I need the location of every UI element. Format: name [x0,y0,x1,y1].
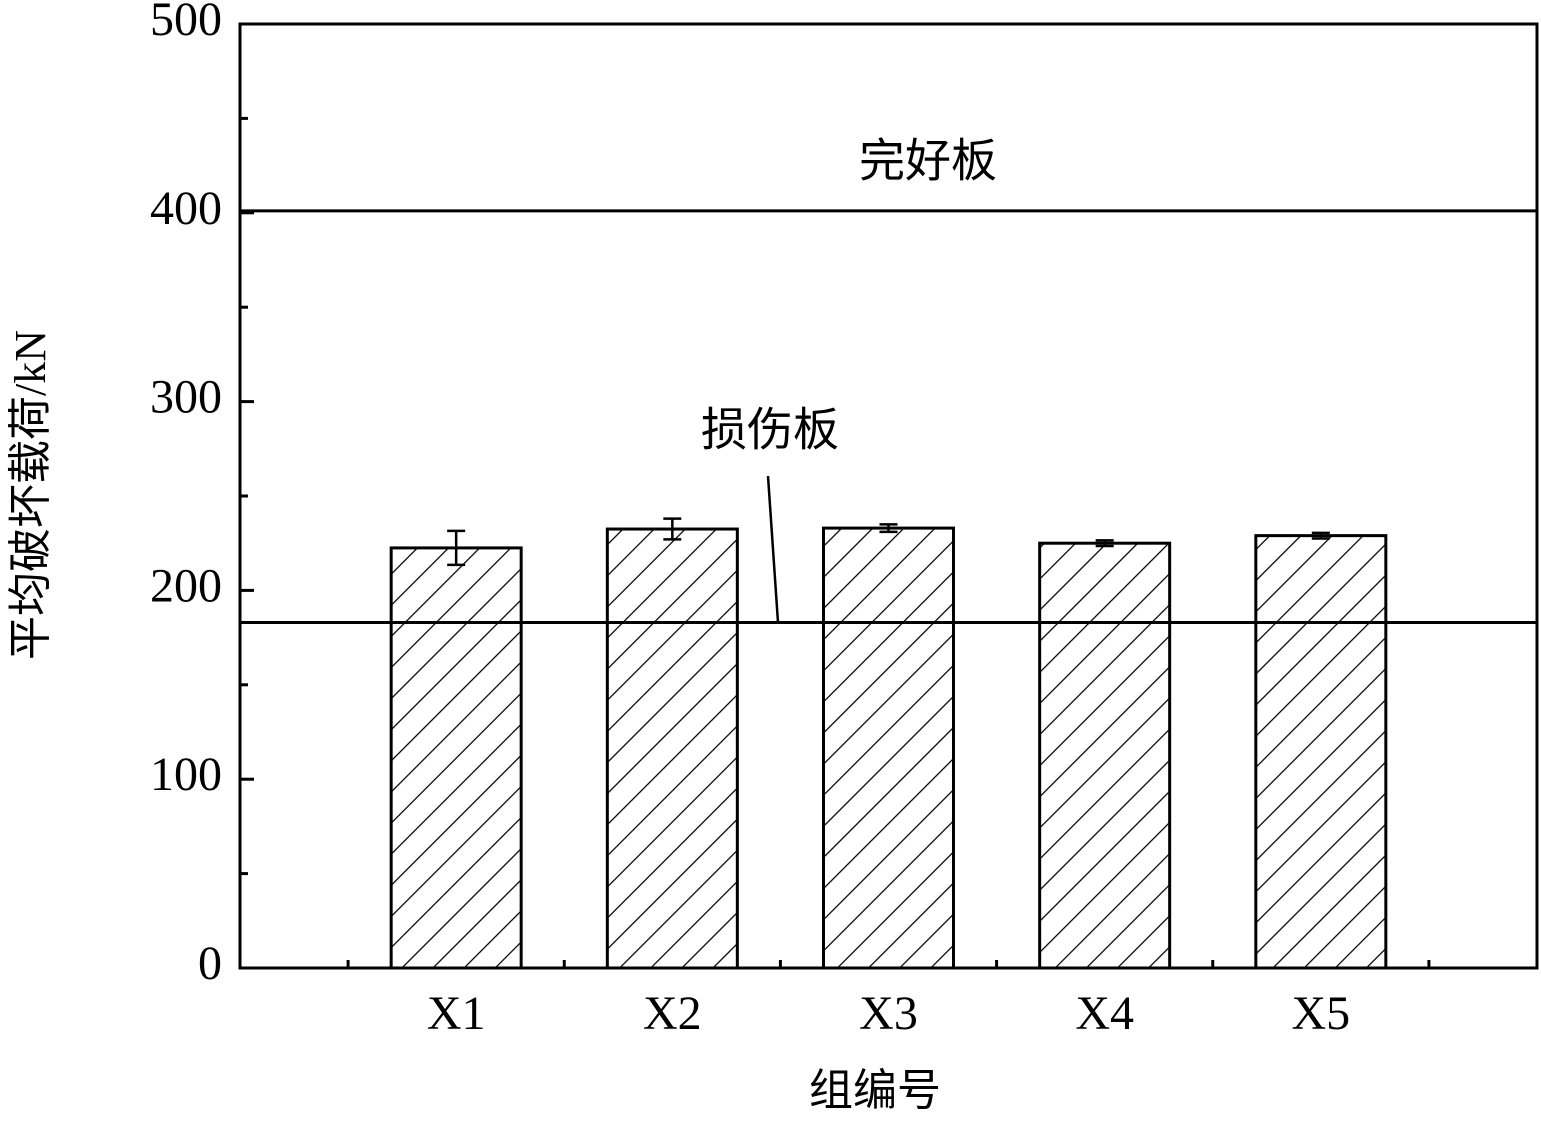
x-tick-label: X2 [643,987,702,1040]
bar-hatch [823,528,954,968]
reference-label: 损伤板 [701,405,839,456]
x-tick-label: X3 [859,987,918,1040]
y-tick-label: 100 [150,748,222,801]
bar-hatch [1039,543,1170,968]
plot-frame [238,22,1539,970]
y-tick-label: 0 [198,937,222,990]
x-tick-label: X5 [1291,987,1350,1040]
bar-hatch [1255,535,1386,968]
bar-hatch [391,547,522,968]
x-axis-title: 组编号 [809,1066,941,1115]
bar-hatch [607,529,738,968]
y-tick-label: 400 [150,182,222,235]
x-tick-label: X4 [1075,987,1134,1040]
y-tick-label: 500 [150,0,222,46]
reference-label: 完好板 [859,135,997,186]
x-tick-label: X1 [427,987,486,1040]
leader-line [766,475,780,623]
y-tick-label: 200 [150,559,222,612]
y-tick-label: 300 [150,371,222,424]
y-axis-title: 平均破坏载荷/kN [6,330,55,660]
